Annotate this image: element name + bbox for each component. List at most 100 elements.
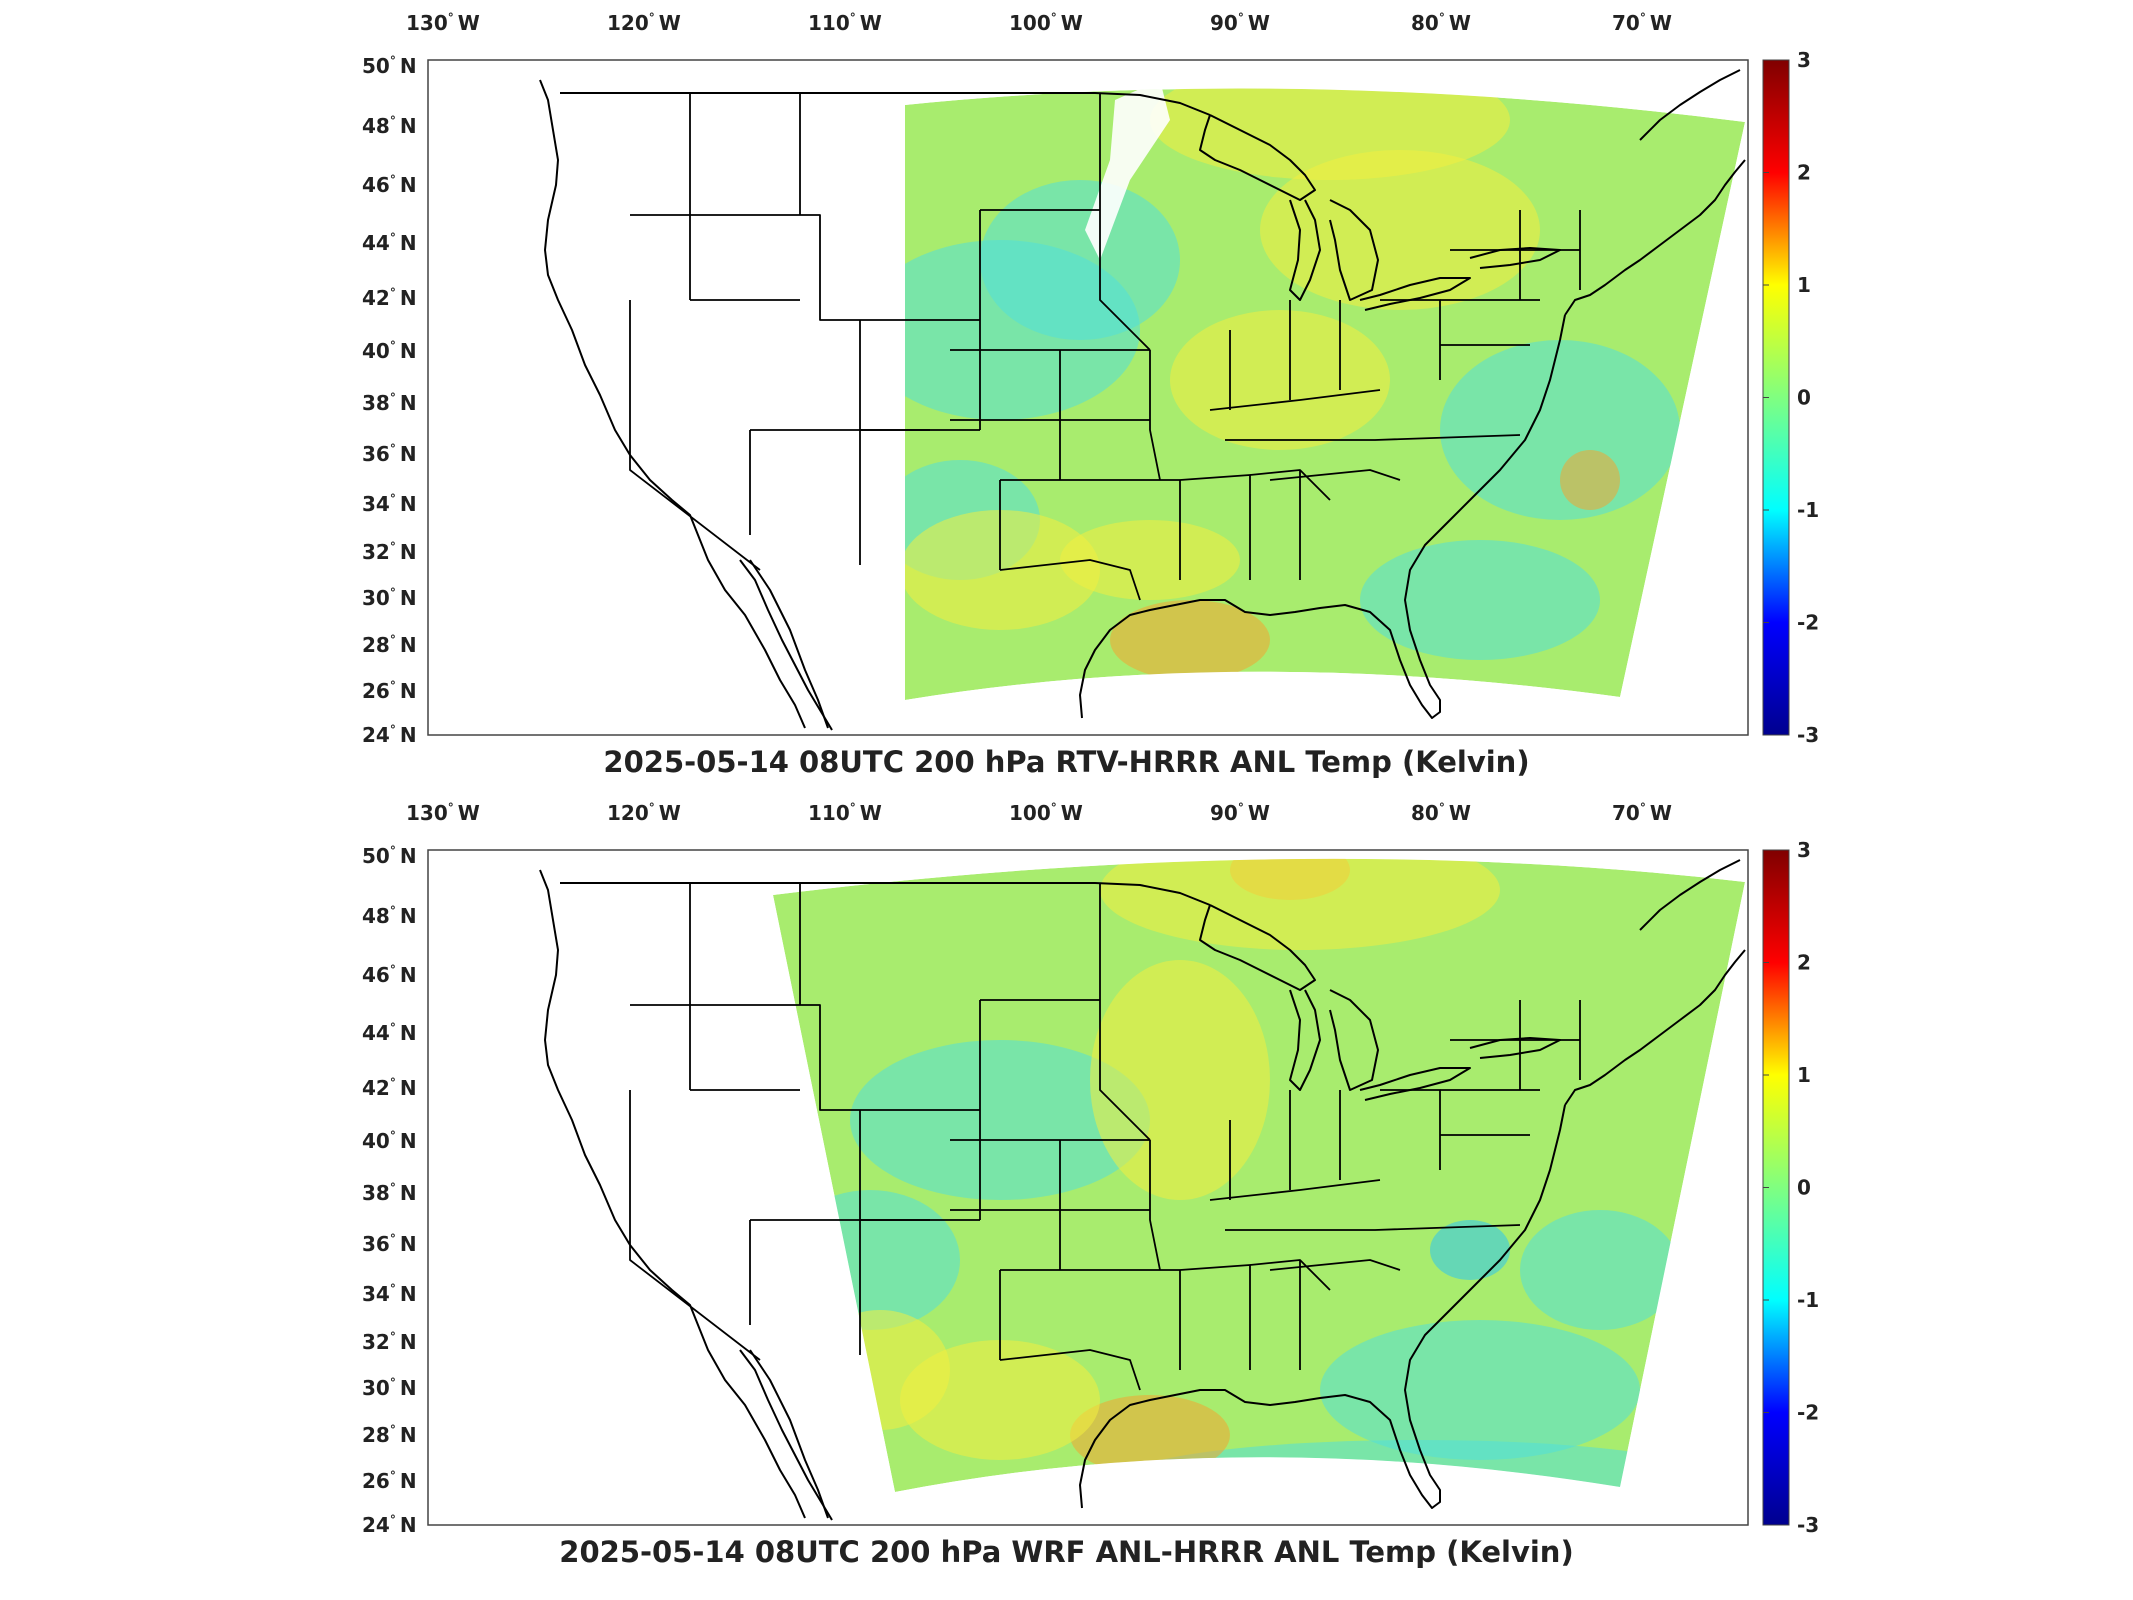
state-border [1225, 434, 1521, 441]
state-border [1149, 1140, 1161, 1271]
field-anomaly-patch [810, 1310, 950, 1430]
field-anomaly-patch [780, 1190, 960, 1330]
canada-border [560, 882, 1211, 906]
great-lake-outline [1199, 904, 1316, 991]
latitude-label: 30° N [362, 586, 417, 610]
field-anomaly-patch [1520, 1210, 1680, 1330]
great-lake-outline [1359, 1067, 1471, 1101]
latitude-label: 40° N [362, 339, 417, 363]
baja-coastline [739, 559, 833, 731]
state-border [1209, 389, 1381, 411]
gulf-of-california-coastline [749, 1349, 829, 1519]
latitude-label: 48° N [362, 904, 417, 928]
state-border [1209, 1179, 1381, 1201]
colorbar-tick-label: 0 [1797, 1176, 1811, 1200]
latitude-label: 48° N [362, 114, 417, 138]
latitude-label: 34° N [362, 1282, 417, 1306]
basemap-lines [539, 859, 1746, 1521]
field-anomaly-patch [1430, 1220, 1510, 1280]
longitude-label: 90° W [1210, 11, 1270, 35]
colorbar-tick-label: 1 [1797, 273, 1811, 297]
longitude-label: 100° W [1009, 801, 1083, 825]
latitude-label: 50° N [362, 54, 417, 78]
top-map-title: 2025-05-14 08UTC 200 hPa RTV-HRRR ANL Te… [603, 745, 1530, 779]
field-anomaly-patch [1560, 450, 1620, 510]
bottom-map-panel: 130° W 120° W 110° W 100° W 90° W 80° W 70° W 50° N 48° N… [0, 790, 2133, 1600]
state-border [1149, 350, 1161, 481]
colorbar-tick-label: -3 [1797, 1513, 1819, 1537]
latitude-label: 34° N [362, 492, 417, 516]
colorbar-tick-label: -2 [1797, 1401, 1819, 1425]
great-lake-outline [1289, 199, 1321, 301]
colorbar-tick-label: -2 [1797, 611, 1819, 635]
east-gulf-coastline [1079, 1104, 1566, 1509]
longitude-label: 110° W [808, 11, 882, 35]
state-border [629, 1090, 761, 1361]
latitude-label: 50° N [362, 844, 417, 868]
great-lake-outline [1199, 114, 1316, 201]
state-border [1269, 1259, 1401, 1271]
colorbar-tick-label: -1 [1797, 498, 1819, 522]
field-anomaly-patch [850, 1040, 1150, 1200]
northeast-coastline [1564, 949, 1746, 1106]
colorbar-tick-label: 3 [1797, 48, 1811, 72]
latitude-label: 24° N [362, 1513, 417, 1537]
field-anomaly-patch [980, 180, 1180, 340]
field-anomaly-patch [1320, 1320, 1640, 1460]
latitude-label: 26° N [362, 679, 417, 703]
top-map-panel: 130° W 120° W 110° W 100° W 90° W 80° W 70° W 50° N 48° N… [362, 11, 1819, 779]
great-lake-outline [1329, 199, 1379, 301]
east-gulf-coastline [1079, 314, 1566, 719]
great-lake-outline [1329, 989, 1379, 1091]
latitude-label: 38° N [362, 1181, 417, 1205]
field-anomaly-patch [1150, 88, 1510, 180]
latitude-label: 32° N [362, 540, 417, 564]
latitude-label: 44° N [362, 1021, 417, 1045]
missing-data-patch [1085, 88, 1170, 260]
state-border [1099, 1000, 1151, 1141]
latitude-label: 46° N [362, 173, 417, 197]
longitude-label: 100° W [1009, 11, 1083, 35]
field-anomaly-patch [1260, 150, 1540, 310]
state-border [999, 1349, 1141, 1391]
map-frame [427, 849, 1749, 1526]
longitude-label: 130° W [406, 11, 480, 35]
temperature-difference-field [773, 858, 1745, 1492]
longitude-label: 120° W [607, 801, 681, 825]
latitude-label: 28° N [362, 1423, 417, 1447]
great-lake-outline [1289, 989, 1321, 1091]
longitude-label: 80° W [1411, 11, 1471, 35]
longitude-label: 120° W [607, 11, 681, 35]
baja-coastline [739, 1349, 833, 1521]
longitude-label: 130° W [406, 801, 480, 825]
state-border [1269, 469, 1401, 481]
bottom-map-title: 2025-05-14 08UTC 200 hPa WRF ANL-HRRR AN… [559, 1535, 1574, 1569]
field-anomaly-patch [1170, 310, 1390, 450]
state-border [1225, 1224, 1521, 1231]
west-coastline [539, 869, 806, 1519]
latitude-label: 42° N [362, 1076, 417, 1100]
top-map-figure: 130° W 120° W 110° W 100° W 90° W 80° W 70° W 50° N 48° N… [362, 11, 1819, 747]
state-border [800, 1004, 980, 1111]
latitude-label: 36° N [362, 442, 417, 466]
northeast-coastline [1564, 159, 1746, 316]
latitude-label: 42° N [362, 286, 417, 310]
gulf-of-california-coastline [749, 559, 829, 729]
latitude-label: 28° N [362, 633, 417, 657]
latitude-label: 40° N [362, 1129, 417, 1153]
basemap-lines [539, 69, 1746, 731]
canada-border [560, 92, 1211, 116]
latitude-label: 38° N [362, 391, 417, 415]
canada-east-coastline [1639, 859, 1741, 931]
field-anomaly-patch [1440, 340, 1680, 520]
latitude-label: 24° N [362, 723, 417, 747]
colorbar-tick-label: 1 [1797, 1063, 1811, 1087]
state-border [629, 300, 761, 571]
colorbar-tick-label: 2 [1797, 951, 1811, 975]
field-anomaly-patch [1060, 520, 1240, 600]
field-anomaly-patch [1070, 1395, 1230, 1475]
colorbar-tick-label: 2 [1797, 161, 1811, 185]
longitude-label: 70° W [1612, 11, 1672, 35]
field-anomaly-patch [1090, 960, 1270, 1200]
longitude-label: 110° W [808, 801, 882, 825]
